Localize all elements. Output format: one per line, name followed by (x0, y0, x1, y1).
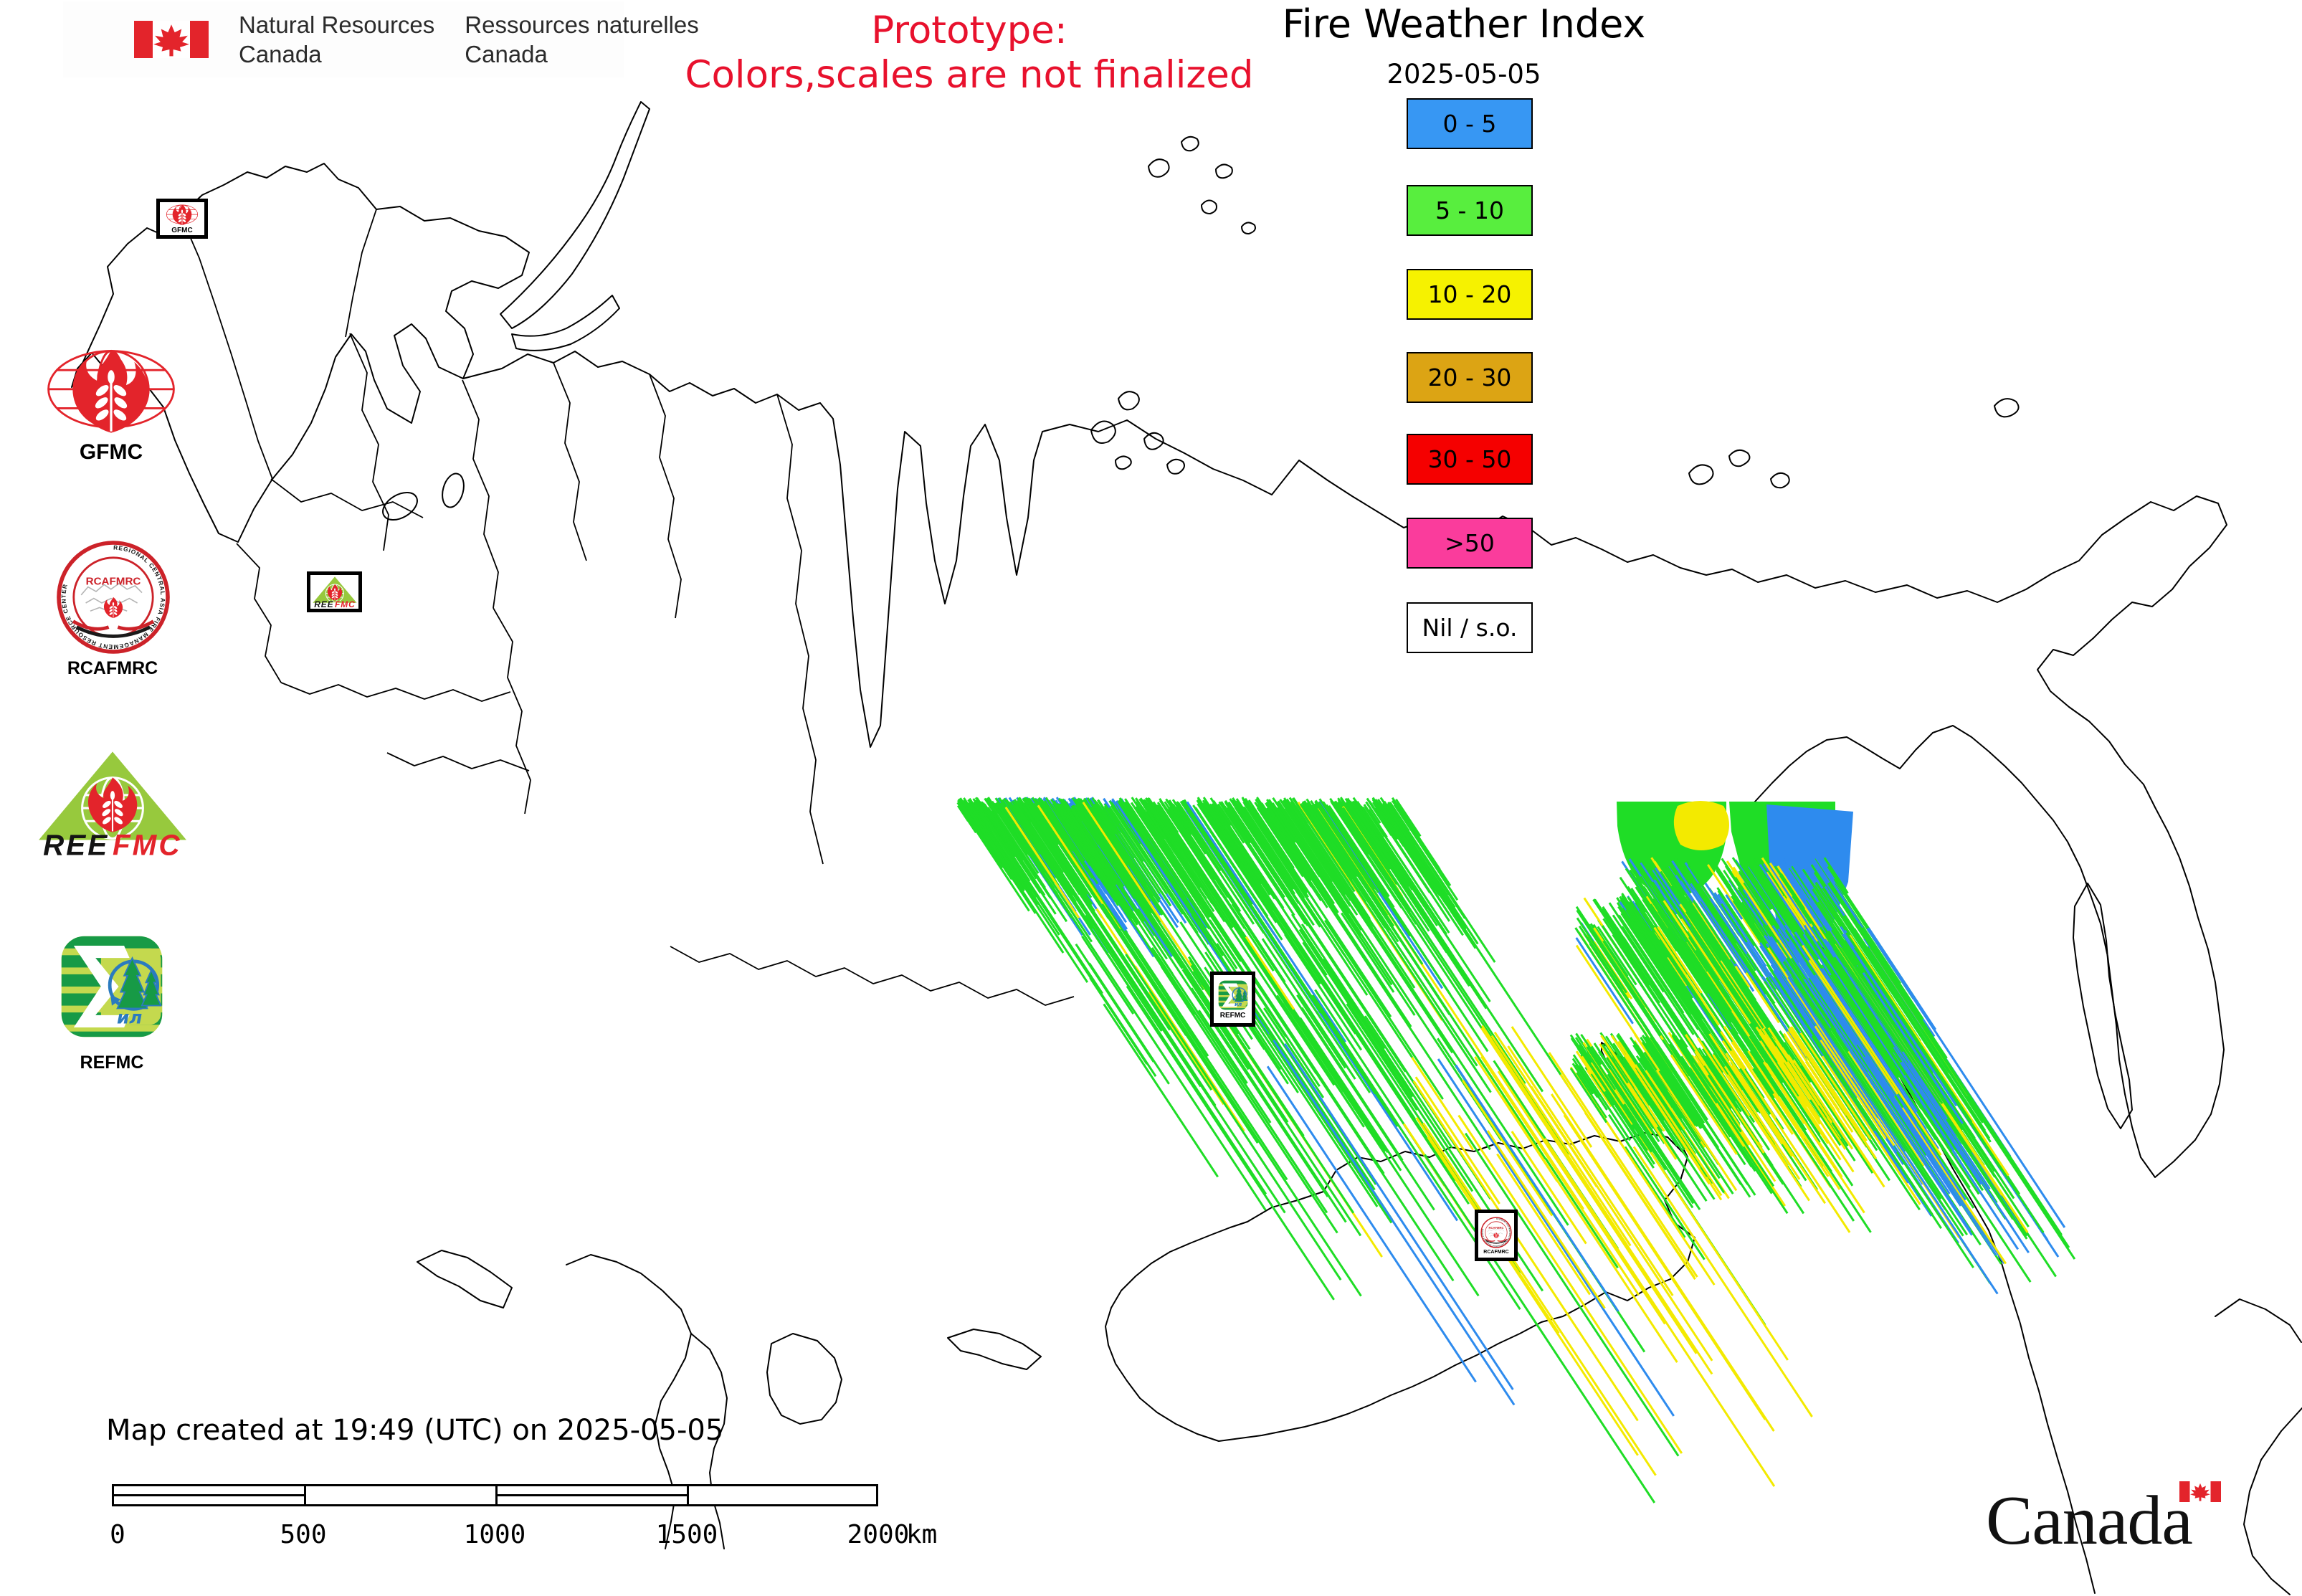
lake-ladoga (382, 492, 418, 521)
caspian-sea-west (566, 1254, 692, 1549)
prototype-line2: Colors,scales are not finalized (685, 53, 1254, 97)
arctic-islands (1090, 136, 2020, 489)
map-marker-gfmc-label: GFMC (171, 226, 193, 234)
scale-bar-ticks: 0 500 1000 1500 2000 km (110, 1520, 1015, 1556)
map-marker-refmc: REFMC (1210, 972, 1255, 1027)
nrcan-text-french: Ressources naturelles Canada (465, 10, 699, 69)
border-sweden-norway (180, 214, 273, 480)
legend-item-nil: Nil / s.o. (1407, 602, 1533, 653)
sea-of-azov (417, 1250, 513, 1308)
scale-tick-500: 500 (280, 1520, 327, 1549)
novaya-zemlya-north (500, 101, 650, 329)
map-marker-refmc-label: REFMC (1219, 1011, 1246, 1020)
map-marker-reefmc (307, 571, 362, 612)
scale-tick-1000: 1000 (463, 1520, 526, 1549)
lake-balkhash (947, 1329, 1042, 1370)
nrcan-text-english: Natural Resources Canada (239, 10, 434, 69)
legend-item-30-50: 30 - 50 (1407, 434, 1533, 485)
legend-item-0-5: 0 - 5 (1407, 98, 1533, 149)
scale-tick-2000: 2000 (847, 1520, 910, 1549)
legend-label: Nil / s.o. (1422, 614, 1518, 642)
aral-sea (766, 1333, 842, 1425)
nrcan-en-line2: Canada (239, 41, 322, 67)
canada-wordmark-flag-icon (2179, 1481, 2221, 1502)
legend-title: Fire Weather Index (1282, 1, 1646, 47)
reefmc-logo (36, 749, 189, 858)
internal-admin-borders (236, 333, 1075, 1006)
map-marker-rcafmrc-label: RCAFMRC (1483, 1249, 1509, 1255)
refmc-logo (57, 932, 166, 1041)
scale-bar-divider (495, 1486, 498, 1504)
scale-bar-divider (687, 1486, 689, 1504)
coastline-japan-edge (2243, 1407, 2302, 1595)
border-mongolia (1105, 1132, 1695, 1442)
legend-label: 30 - 50 (1427, 445, 1512, 473)
legend-label: 5 - 10 (1435, 196, 1504, 224)
rcafmrc-logo-small (1480, 1217, 1512, 1248)
scale-tick-1500: 1500 (655, 1520, 718, 1549)
prototype-line1: Prototype: (871, 9, 1067, 52)
nrcan-en-line1: Natural Resources (239, 11, 435, 38)
gfmc-label: GFMC (79, 440, 143, 464)
legend-label: 10 - 20 (1427, 280, 1512, 308)
rcafmrc-label: RCAFMRC (67, 658, 158, 678)
novaya-zemlya-south (511, 295, 620, 351)
refmc-label: REFMC (80, 1053, 144, 1073)
gfmc-logo (43, 346, 179, 441)
scale-bar-midline (498, 1494, 687, 1496)
coastline-group (71, 101, 2302, 1595)
map-created-text: Map created at 19:49 (UTC) on 2025-05-05 (106, 1414, 724, 1447)
canada-wordmark: Canada (1986, 1482, 2193, 1559)
legend-item-20-30: 20 - 30 (1407, 352, 1533, 403)
scale-bar-divider (304, 1486, 306, 1504)
scale-tick-0: 0 (110, 1520, 125, 1549)
legend-item-10-20: 10 - 20 (1407, 269, 1533, 320)
coastline-hokkaido-north (2215, 1298, 2302, 1343)
coastline-scandinavia (71, 163, 530, 543)
legend-date: 2025-05-05 (1387, 59, 1541, 90)
border-finland-russia (345, 209, 377, 338)
map-marker-rcafmrc: RCAFMRC (1475, 1210, 1518, 1261)
map-marker-gfmc: GFMC (156, 199, 208, 239)
lake-onega (442, 472, 465, 508)
coastline-north-russia (462, 351, 2227, 1594)
nrcan-fr-line2: Canada (465, 41, 548, 67)
nrcan-fr-line1: Ressources naturelles (465, 11, 699, 38)
scale-bar (112, 1484, 878, 1506)
legend-label: >50 (1445, 529, 1495, 557)
coastline-sakhalin (2073, 883, 2133, 1129)
legend-label: 20 - 30 (1427, 364, 1512, 391)
legend-item-over-50: >50 (1407, 518, 1533, 569)
fwi-data-layer (956, 797, 2076, 1504)
scale-unit: km (906, 1520, 938, 1549)
scale-bar-midline (114, 1494, 304, 1496)
gfmc-logo-small (162, 204, 202, 227)
nrcan-signature: Natural Resources Canada Ressources natu… (63, 1, 699, 77)
rcafmrc-logo (56, 540, 171, 655)
canada-flag-icon (134, 21, 209, 58)
caspian-sea-east (690, 1333, 728, 1549)
reefmc-logo-small (312, 576, 358, 608)
legend-label: 0 - 5 (1442, 110, 1497, 138)
legend-item-5-10: 5 - 10 (1407, 185, 1533, 236)
prototype-notice: Prototype: Colors,scales are not finaliz… (647, 9, 1292, 98)
refmc-logo-small (1217, 979, 1249, 1011)
